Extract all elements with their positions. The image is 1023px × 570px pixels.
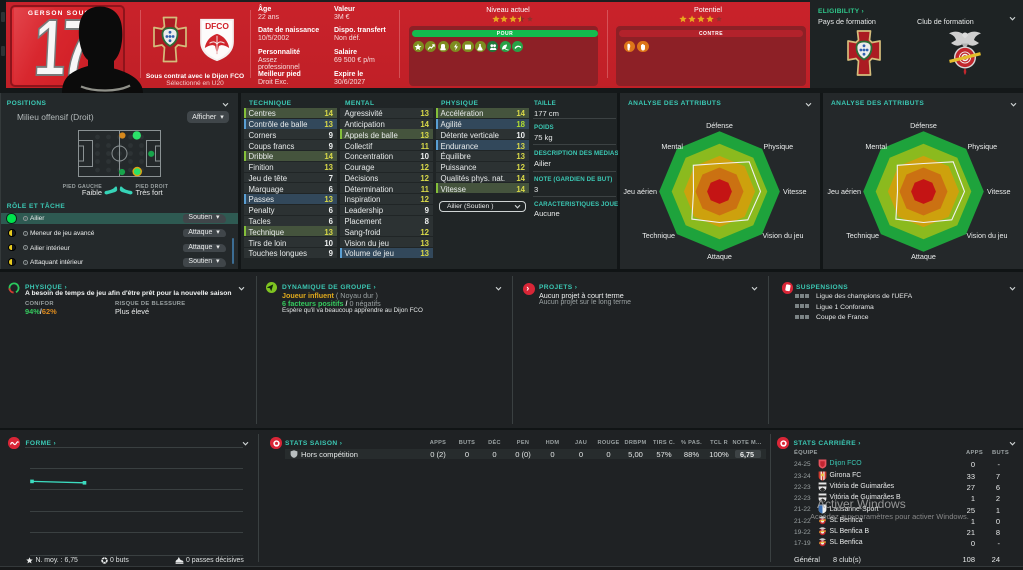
svg-text:DFCO: DFCO xyxy=(205,21,229,31)
